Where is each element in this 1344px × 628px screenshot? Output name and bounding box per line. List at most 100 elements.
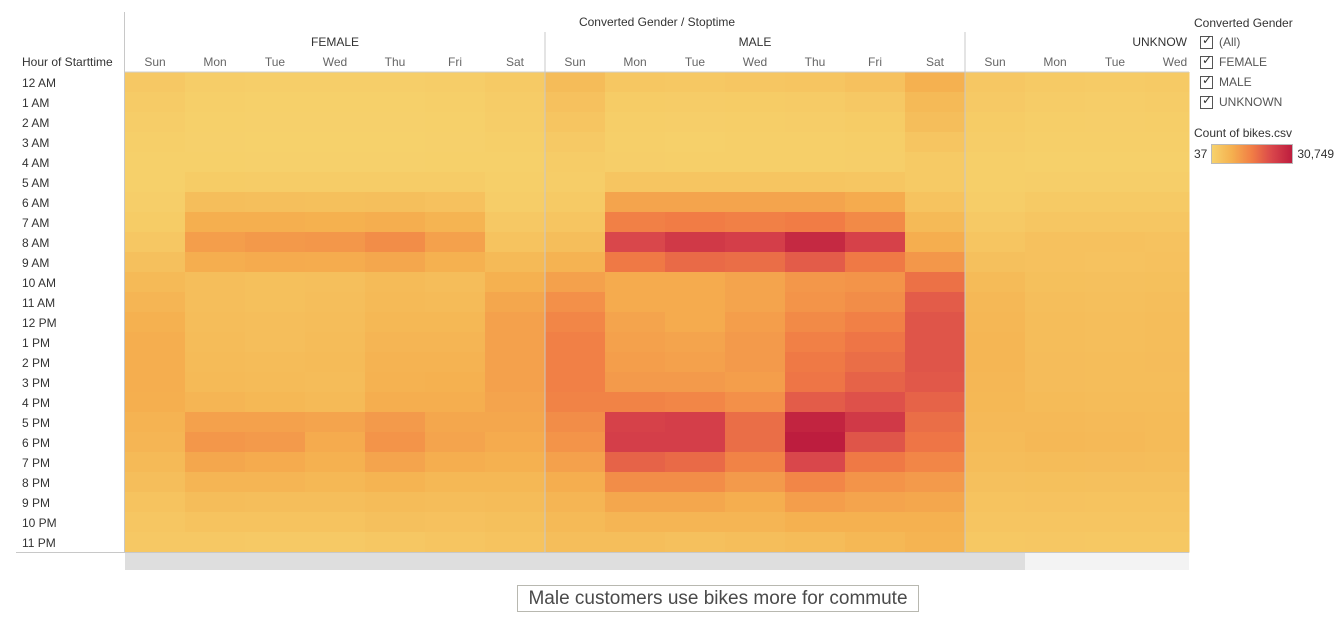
heatmap-cell (365, 312, 426, 333)
heatmap-cell (1025, 232, 1086, 253)
heatmap-cell (545, 452, 606, 473)
day-tick-label: Sat (506, 55, 525, 69)
heatmap-cell (1145, 112, 1190, 133)
heatmap-cell (485, 352, 546, 373)
heatmap-cell (125, 252, 186, 273)
heatmap-cell (1085, 412, 1146, 433)
heatmap-cell (845, 212, 906, 233)
heatmap-cell (125, 352, 186, 373)
day-tick-label: Wed (1163, 55, 1187, 69)
checkbox-checked-icon[interactable]: ✓ (1200, 92, 1213, 109)
heatmap-cell (425, 332, 486, 353)
filter-item-male[interactable]: ✓ MALE (1194, 72, 1344, 92)
checkbox-checked-icon[interactable]: ✓ (1200, 32, 1213, 49)
heatmap-cell (1085, 472, 1146, 493)
heatmap-cell (965, 72, 1026, 93)
heatmap-cell (665, 292, 726, 313)
heatmap-cell (305, 212, 366, 233)
heatmap-cell (365, 272, 426, 293)
heatmap-cell (485, 392, 546, 413)
heatmap-cell (425, 92, 486, 113)
heatmap-cell (245, 92, 306, 113)
heatmap-cell (1145, 252, 1190, 273)
heatmap-cell (365, 292, 426, 313)
heatmap-cell (305, 192, 366, 213)
heatmap-cell (545, 152, 606, 173)
heatmap-cell (1145, 132, 1190, 153)
heatmap-cell (845, 132, 906, 153)
heatmap-cell (1085, 372, 1146, 393)
heatmap-cell (665, 212, 726, 233)
checkbox-checked-icon[interactable]: ✓ (1200, 52, 1213, 69)
hour-tick-label: 4 PM (22, 396, 50, 410)
heatmap-cell (1025, 212, 1086, 233)
heatmap-cell (1025, 312, 1086, 333)
heatmap-cell (485, 372, 546, 393)
heatmap-cell (485, 192, 546, 213)
heatmap-cell (485, 92, 546, 113)
heatmap-cell (785, 232, 846, 253)
heatmap-cell (545, 252, 606, 273)
heatmap-cell (245, 152, 306, 173)
hour-tick-label: 9 PM (22, 496, 50, 510)
filter-item-all[interactable]: ✓ (All) (1194, 32, 1344, 52)
heatmap-cell (725, 212, 786, 233)
day-tick-label: Tue (1105, 55, 1126, 69)
heatmap-cell (905, 132, 966, 153)
heatmap-cell (905, 152, 966, 173)
heatmap-cell (665, 232, 726, 253)
heatmap-cell (1085, 532, 1146, 553)
heatmap-cell (845, 452, 906, 473)
heatmap-cell (305, 472, 366, 493)
heatmap-cell (365, 492, 426, 513)
heatmap-cell (365, 112, 426, 133)
heatmap-cell (965, 292, 1026, 313)
heatmap-cell (365, 332, 426, 353)
filter-item-female[interactable]: ✓ FEMALE (1194, 52, 1344, 72)
scrollbar-thumb[interactable] (125, 553, 1025, 570)
heatmap-cell (545, 92, 606, 113)
heatmap-cell (1085, 232, 1146, 253)
heatmap-cell (905, 392, 966, 413)
heatmap-cell (1025, 292, 1086, 313)
heatmap-cell (725, 352, 786, 373)
heatmap-cell (665, 112, 726, 133)
heatmap-cell (965, 492, 1026, 513)
heatmap-cell (605, 532, 666, 553)
heatmap-cell (605, 292, 666, 313)
heatmap-cell (545, 232, 606, 253)
heatmap-cell (305, 432, 366, 453)
heatmap-cell (605, 212, 666, 233)
row-axis-label: Hour of Starttime (22, 55, 113, 69)
day-tick-label: Sun (144, 55, 165, 69)
checkbox-checked-icon[interactable]: ✓ (1200, 72, 1213, 89)
heatmap-cell (185, 352, 246, 373)
day-tick-label: Fri (868, 55, 882, 69)
heatmap-cell (845, 172, 906, 193)
heatmap-cell (125, 432, 186, 453)
heatmap-cell (965, 312, 1026, 333)
heatmap-cell (185, 72, 246, 93)
caption-box: Male customers use bikes more for commut… (517, 585, 919, 612)
heatmap-cell (305, 232, 366, 253)
heatmap-cell (785, 332, 846, 353)
heatmap-cell (725, 312, 786, 333)
hour-tick-label: 3 AM (22, 136, 49, 150)
heatmap-cell (605, 452, 666, 473)
heatmap-cell (245, 252, 306, 273)
heatmap-cell (965, 352, 1026, 373)
filter-item-unknown[interactable]: ✓ UNKNOWN (1194, 92, 1344, 112)
heatmap-cell (1145, 352, 1190, 373)
hour-tick-label: 10 AM (22, 276, 56, 290)
heatmap-cell (185, 132, 246, 153)
heatmap-cell (665, 312, 726, 333)
day-tick-label: Wed (743, 55, 767, 69)
day-tick-label: Sat (926, 55, 945, 69)
day-tick-label: Tue (685, 55, 706, 69)
heatmap-cell (1025, 172, 1086, 193)
heatmap-cell (365, 72, 426, 93)
heatmap-cell (965, 192, 1026, 213)
heatmap-cell (965, 332, 1026, 353)
heatmap-cell (365, 132, 426, 153)
heatmap-cell (965, 92, 1026, 113)
